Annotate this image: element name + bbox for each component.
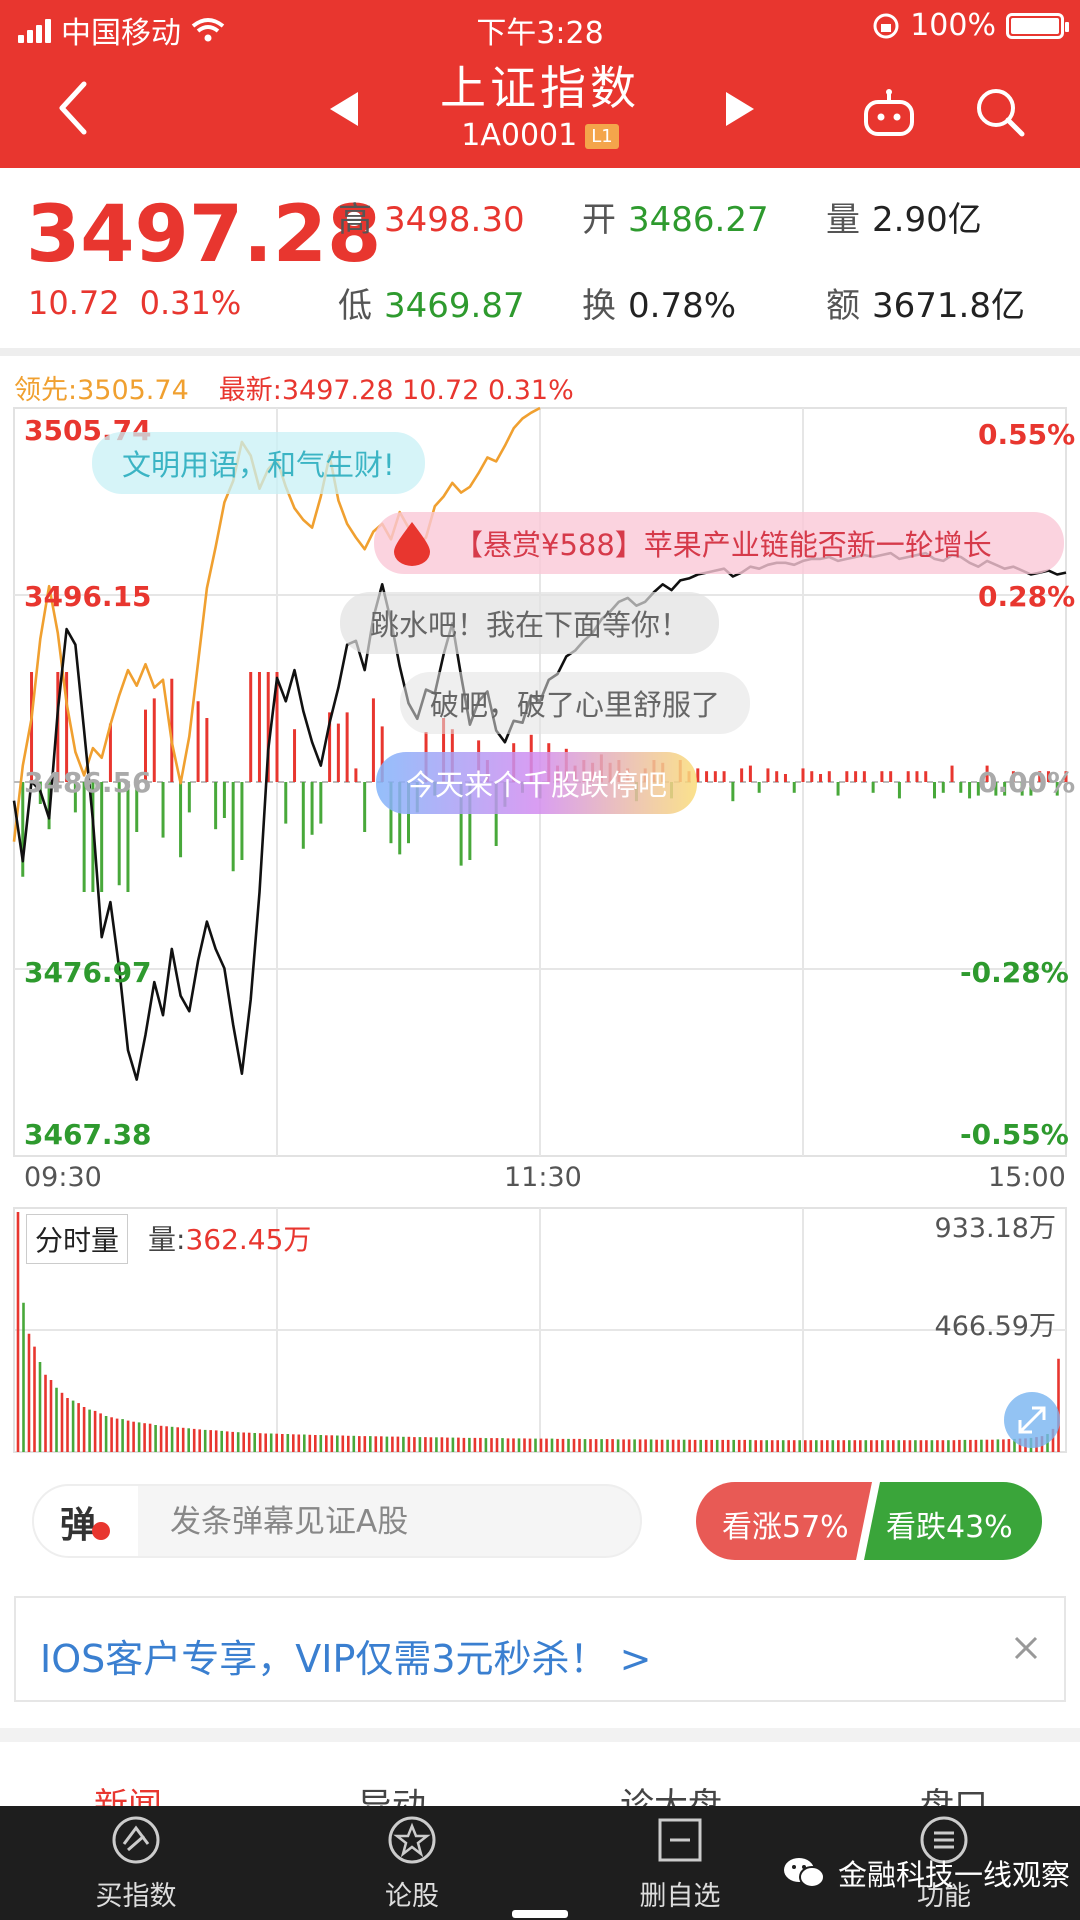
vote-up-button[interactable]: 看涨57% <box>722 1510 849 1545</box>
tab-buy-index[interactable]: 买指数 <box>56 1814 216 1918</box>
change-value: 10.72 <box>28 284 120 322</box>
y-tick-left: 3476.97 <box>24 956 152 989</box>
bottom-tab-bar: 买指数 论股 删自选 功能 <box>0 1806 1080 1920</box>
stat-low: 低 3469.87 <box>338 286 525 326</box>
wechat-icon <box>784 1858 825 1888</box>
danmaku-toggle-icon[interactable]: 弹 <box>34 1486 138 1556</box>
wechat-watermark: 金融科技一线观察 <box>782 1852 1070 1894</box>
carrier-name: 中国移动 <box>61 16 181 51</box>
status-time: 下午3:28 <box>476 16 604 51</box>
y-tick-right: -0.55% <box>960 1118 1069 1151</box>
danmaku-bounty-bubble[interactable]: 【悬赏¥588】苹果产业链能否新一轮增长 <box>374 512 1064 574</box>
volume-chart[interactable] <box>0 1204 1080 1456</box>
y-tick-right: 0.55% <box>978 418 1076 451</box>
chart-legend: 领先:3505.74 最新:3497.28 10.72 0.31% <box>14 368 574 407</box>
page-title: 上证指数 <box>440 61 640 115</box>
top-bar: 中国移动 下午3:28 100% 上证指数 <box>0 0 1080 168</box>
x-tick: 09:30 <box>24 1162 102 1193</box>
latest-value: 最新:3497.28 10.72 0.31% <box>218 375 574 406</box>
fullscreen-expand-icon[interactable] <box>1004 1392 1060 1448</box>
rotation-lock-icon <box>873 13 899 38</box>
close-icon[interactable] <box>1006 1628 1046 1668</box>
lead-index-value: 领先:3505.74 <box>14 375 189 406</box>
current-price: 3497.28 <box>26 190 382 280</box>
back-arrow-icon[interactable] <box>50 78 100 138</box>
search-icon[interactable] <box>972 84 1028 140</box>
y-tick-left: 3496.15 <box>24 580 152 613</box>
battery-icon <box>1006 12 1069 39</box>
stat-open: 开 3486.27 <box>582 200 769 240</box>
sentiment-vote: 看涨57% 看跌43% <box>696 1482 1042 1560</box>
next-index-arrow-icon[interactable] <box>726 92 754 126</box>
danmaku-input-bar[interactable]: 弹 <box>32 1484 642 1558</box>
red-envelope-drop-icon <box>394 522 430 566</box>
divider <box>0 1728 1080 1742</box>
promo-banner[interactable]: IOS客户专享，VIP仅需3元秒杀！ > <box>14 1596 1066 1702</box>
remove-watchlist-icon <box>658 1818 702 1862</box>
battery-info: 100% <box>872 8 1069 43</box>
x-tick: 11:30 <box>504 1162 582 1193</box>
divider <box>0 348 1080 356</box>
tab-forum[interactable]: 论股 <box>332 1814 492 1918</box>
battery-percent: 100% <box>910 8 996 43</box>
carrier-info: 中国移动 <box>18 8 225 52</box>
home-indicator <box>512 1910 568 1918</box>
watermark-text: 金融科技一线观察 <box>838 1858 1071 1892</box>
trade-icon <box>112 1816 160 1864</box>
tab-functions[interactable]: 功能 <box>864 1814 1024 1918</box>
x-tick: 15:00 <box>988 1162 1066 1193</box>
prev-index-arrow-icon[interactable] <box>330 92 358 126</box>
volume-y-tick: 933.18万 <box>934 1213 1056 1244</box>
status-bar: 中国移动 下午3:28 100% <box>0 0 1080 54</box>
volume-chart-label[interactable]: 分时量 <box>26 1214 129 1264</box>
y-tick-left: 3486.56 <box>24 766 152 799</box>
y-tick-right: 0.00% <box>978 766 1076 799</box>
wifi-icon <box>191 18 225 42</box>
vote-up-shape <box>696 1482 872 1560</box>
security-code: 1A0001 L1 <box>0 118 1080 153</box>
code-text: 1A0001 <box>461 118 578 153</box>
stat-high: 高 3498.30 <box>338 200 525 240</box>
y-tick-right: 0.28% <box>978 580 1076 613</box>
danmaku-bubble[interactable]: 跳水吧！我在下面等你！ <box>340 592 720 654</box>
vote-down-shape <box>864 1482 1042 1560</box>
price-change: 10.72 0.31% <box>28 284 241 322</box>
danmaku-bubble[interactable]: 今天来个千股跌停吧 <box>376 752 698 814</box>
forum-star-icon <box>388 1816 436 1864</box>
stat-volume: 量 2.90亿 <box>826 200 982 240</box>
stat-amount: 额 3671.8亿 <box>826 286 1025 326</box>
danmaku-bubble[interactable]: 破吧，破了心里舒服了 <box>400 672 751 734</box>
y-tick-right: -0.28% <box>960 956 1069 989</box>
signal-icon <box>18 17 51 43</box>
danmaku-input[interactable] <box>170 1500 610 1544</box>
level-badge: L1 <box>585 124 619 149</box>
change-percent: 0.31% <box>139 284 242 322</box>
volume-y-tick: 466.59万 <box>934 1311 1056 1342</box>
vote-down-button[interactable]: 看跌43% <box>886 1510 1013 1545</box>
promo-text[interactable]: IOS客户专享，VIP仅需3元秒杀！ > <box>40 1637 652 1681</box>
danmaku-bubble[interactable]: 文明用语，和气生财! <box>92 432 425 494</box>
menu-icon <box>920 1816 968 1864</box>
robot-assistant-icon[interactable] <box>862 88 916 138</box>
y-tick-left: 3467.38 <box>24 1118 152 1151</box>
danmaku-text: 【悬赏¥588】苹果产业链能否新一轮增长 <box>454 528 992 562</box>
quote-panel: 3497.28 10.72 0.31% 高 3498.30 开 3486.27 量 2.… <box>0 168 1080 348</box>
stat-turnover: 换 0.78% <box>582 286 737 326</box>
current-volume: 量:362.45万 <box>148 1223 312 1256</box>
tab-remove-watchlist[interactable]: 删自选 <box>600 1814 760 1918</box>
